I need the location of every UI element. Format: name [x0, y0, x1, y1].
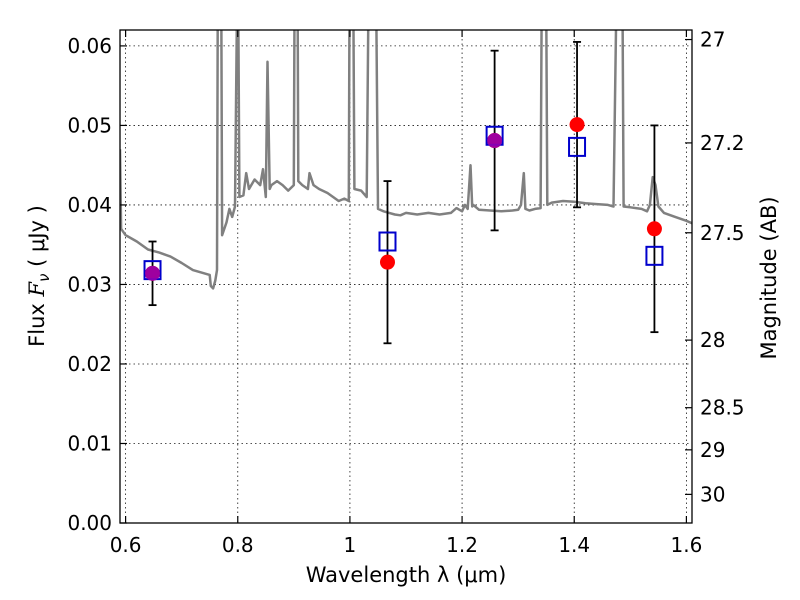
observed-point: [646, 221, 662, 237]
x-axis-label: Wavelength λ (μm): [306, 563, 507, 587]
model-point: [568, 136, 587, 157]
right-tick-label: 30: [700, 482, 725, 506]
x-tick-label: 0.8: [222, 533, 254, 557]
x-tick-label: 0.6: [110, 533, 142, 557]
spectrum-layer: [120, 30, 692, 290]
right-tick-label: 28: [700, 328, 725, 352]
x-tick-label: 1.6: [670, 533, 702, 557]
right-tick-label: 27: [700, 28, 725, 52]
y-tick-label: 0.03: [67, 272, 112, 296]
right-tick-label: 29: [700, 438, 725, 462]
marker-layer: [143, 117, 664, 281]
y-tick-label: 0.04: [67, 193, 112, 217]
right-tick-label: 28.5: [700, 396, 745, 420]
y-tick-label: 0.00: [67, 511, 112, 535]
right-tick-label: 27.5: [700, 221, 745, 245]
overlap-point: [487, 133, 503, 149]
plot-frame: [119, 29, 693, 524]
observed-point: [569, 117, 585, 133]
y-tick-label: 0.05: [67, 113, 112, 137]
y-tick-label: 0.01: [67, 431, 112, 455]
x-tick-label: 1.4: [558, 533, 590, 557]
model-point: [378, 231, 397, 252]
plot-background: [120, 30, 692, 523]
spectrum-line: [120, 30, 692, 290]
observed-point: [379, 254, 395, 270]
x-tick-label: 1.2: [446, 533, 478, 557]
x-tick-label: 1: [344, 533, 357, 557]
right-tick-label: 27.2: [700, 131, 745, 155]
overlap-point: [145, 265, 161, 281]
model-point: [645, 245, 664, 266]
y-tick-label: 0.02: [67, 352, 112, 376]
tick-layer: 0.6 0.8 1 1.2 1.4 1.6 0.00 0.01 0.02 0.03 0.04 0.05…: [67, 28, 744, 557]
y-axis-label-right: Magnitude (AB): [757, 196, 781, 359]
y-tick-label: 0.06: [67, 34, 112, 58]
y-axis-label-left: Flux Fν ( μJy ): [25, 205, 53, 347]
